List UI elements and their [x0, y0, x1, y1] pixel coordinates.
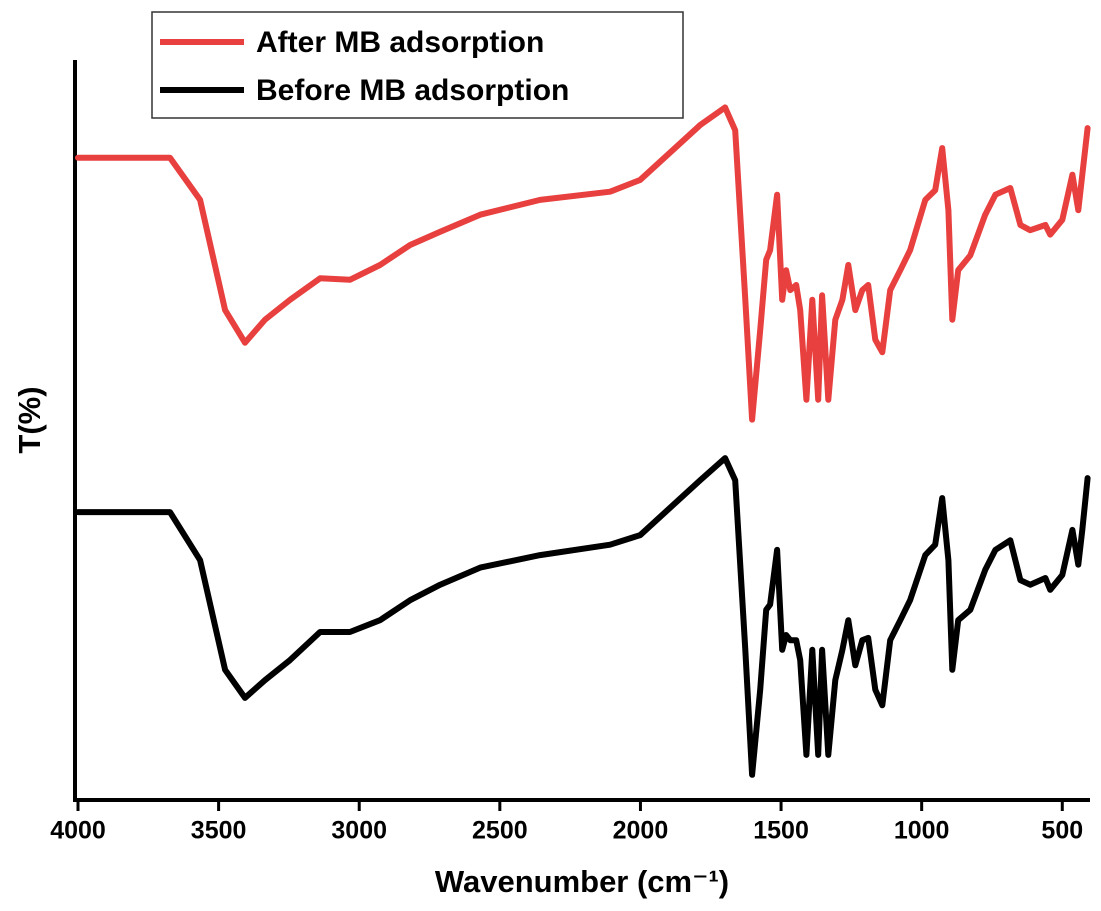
x-tick-label: 2500 [472, 817, 528, 845]
x-tick-label: 3000 [331, 817, 387, 845]
series-line [75, 104, 1091, 423]
x-tick-label: 1500 [753, 817, 809, 845]
legend-label: Before MB adsorption [256, 74, 569, 107]
legend-label: After MB adsorption [256, 26, 544, 59]
x-tick-label: 2000 [613, 817, 669, 845]
x-tick-label: 500 [1041, 817, 1083, 845]
x-axis-title: Wavenumber (cm⁻¹) [435, 864, 729, 899]
legend-box [151, 11, 684, 119]
x-tick-label: 1000 [894, 817, 950, 845]
series-line [75, 455, 1091, 778]
x-tick-label: 3500 [191, 817, 247, 845]
y-axis-title: T(%) [12, 386, 47, 453]
x-tick-label: 4000 [50, 817, 106, 845]
